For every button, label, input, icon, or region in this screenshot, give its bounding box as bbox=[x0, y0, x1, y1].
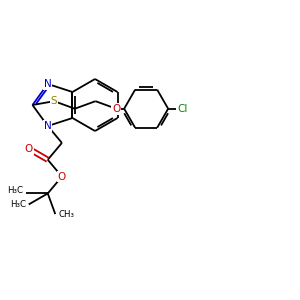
Text: H₃C: H₃C bbox=[10, 200, 26, 209]
Text: N: N bbox=[44, 79, 52, 89]
Text: S: S bbox=[51, 96, 58, 106]
Text: O: O bbox=[25, 144, 33, 154]
Text: N: N bbox=[44, 121, 52, 131]
Text: Cl: Cl bbox=[177, 104, 187, 114]
Text: O: O bbox=[112, 104, 120, 114]
Text: H₃C: H₃C bbox=[7, 186, 23, 195]
Text: CH₃: CH₃ bbox=[58, 210, 74, 219]
Text: O: O bbox=[58, 172, 66, 182]
